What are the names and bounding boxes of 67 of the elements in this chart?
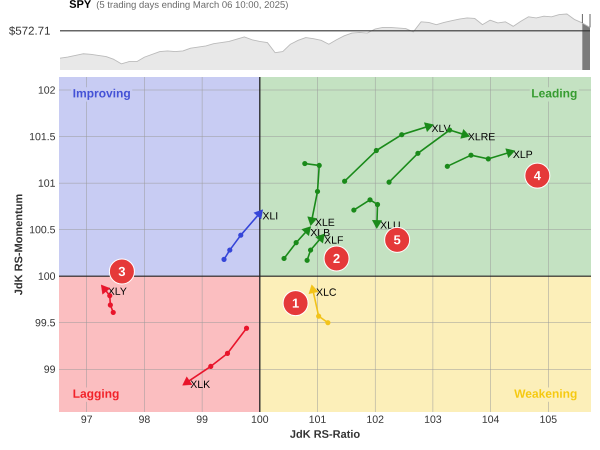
point — [444, 164, 450, 169]
point — [399, 132, 404, 138]
y-tick-label: 100 — [38, 272, 56, 280]
x-tick-label: 100 — [252, 416, 268, 423]
x-tick-label: 99 — [196, 416, 208, 423]
point — [468, 152, 474, 158]
point — [486, 156, 491, 162]
point — [110, 310, 116, 316]
point — [351, 207, 356, 213]
series-label: XLK — [190, 380, 210, 388]
point — [386, 180, 392, 185]
series-label: Weakening — [514, 389, 577, 400]
series-label: Leading — [532, 88, 577, 100]
annotation: 3 — [118, 266, 126, 276]
chart-title: SPY — [70, 0, 92, 8]
point — [325, 320, 330, 326]
y-tick-label: 101 — [38, 179, 55, 187]
point — [316, 162, 322, 168]
x-tick-label: 101 — [310, 416, 326, 423]
y-tick-label: 99.5 — [36, 318, 56, 326]
series-label: XLC — [316, 288, 336, 296]
annotation: 1 — [292, 298, 299, 308]
series-label: XLB — [310, 228, 330, 236]
point — [308, 247, 314, 253]
x-tick-label: 104 — [482, 416, 500, 423]
point — [294, 240, 299, 246]
point — [238, 232, 244, 238]
x-tick-label: 105 — [540, 416, 557, 423]
point — [367, 197, 373, 202]
text: $572.71 — [9, 26, 50, 36]
y-tick-label: 99 — [44, 365, 55, 373]
chart-subtitle: (5 trading days ending March 06 10:00, 2025) — [96, 0, 288, 10]
series-label: Lagging — [74, 389, 119, 400]
point — [302, 160, 308, 166]
x-tick-label: 98 — [139, 416, 150, 423]
series-label: XLF — [324, 236, 343, 244]
y-axis-title: JdK RS-Momentum — [14, 194, 22, 296]
x-tick-label: 102 — [367, 416, 384, 423]
annotation: 4 — [534, 171, 541, 180]
series-label: XLY — [108, 288, 127, 295]
point — [208, 364, 214, 370]
x-tick-label: 103 — [424, 416, 442, 423]
point — [314, 188, 320, 194]
x-tick-label: 97 — [81, 416, 92, 423]
point — [224, 350, 230, 356]
y-tick-label: 101.5 — [30, 132, 56, 140]
annotation: 5 — [394, 235, 400, 244]
point — [374, 202, 380, 208]
point — [244, 326, 250, 331]
point — [281, 256, 287, 262]
y-tick-label: 100.5 — [30, 226, 56, 234]
series-label: XLP — [513, 150, 532, 158]
point — [108, 302, 113, 308]
point — [415, 150, 421, 156]
point — [374, 148, 379, 154]
point — [316, 314, 322, 319]
point — [227, 247, 232, 253]
series-label: XLE — [315, 218, 334, 226]
y-tick-label: 102 — [38, 86, 55, 94]
point — [221, 256, 227, 262]
series-label: XLI — [262, 212, 278, 220]
series-label: Improving — [74, 88, 130, 100]
x-axis-title: JdK RS-Ratio — [290, 430, 360, 438]
point — [342, 178, 348, 184]
series-label: XLRE — [468, 133, 495, 140]
point — [304, 258, 310, 263]
annotation: 2 — [333, 254, 340, 263]
